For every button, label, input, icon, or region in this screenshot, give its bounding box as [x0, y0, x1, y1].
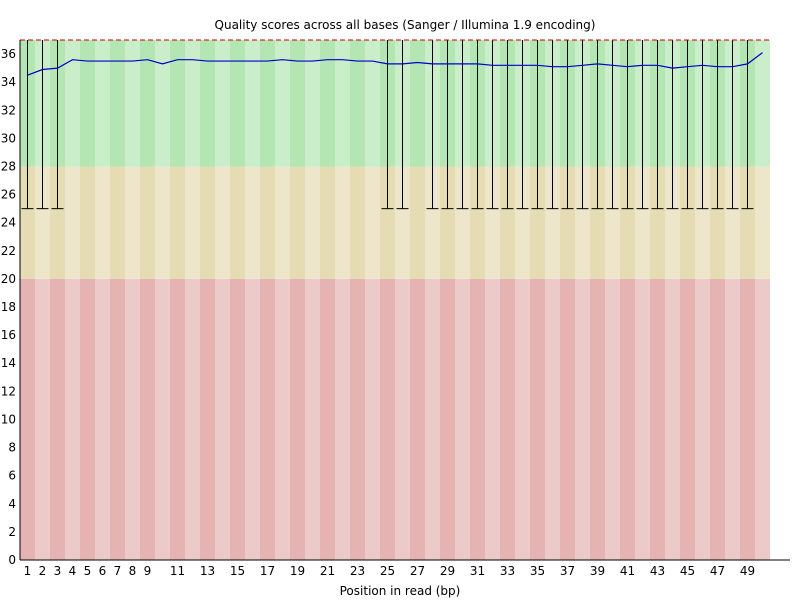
x-tick-label: 29 — [440, 564, 455, 578]
quality-zone-1 — [20, 166, 770, 279]
x-tick-label: 31 — [470, 564, 485, 578]
x-tick-label: 21 — [320, 564, 335, 578]
y-tick-label: 22 — [1, 244, 16, 258]
y-tick-label: 18 — [1, 300, 16, 314]
y-tick-label: 10 — [1, 412, 16, 426]
y-tick-label: 4 — [8, 497, 16, 511]
chart-title: Quality scores across all bases (Sanger … — [215, 18, 596, 32]
column-stripe — [725, 40, 740, 560]
column-stripe — [245, 40, 260, 560]
x-tick-label: 37 — [560, 564, 575, 578]
x-axis-label: Position in read (bp) — [340, 584, 461, 598]
x-tick-label: 47 — [710, 564, 725, 578]
y-tick-label: 0 — [8, 553, 16, 567]
x-tick-label: 9 — [144, 564, 152, 578]
column-stripe — [335, 40, 350, 560]
column-stripe — [95, 40, 110, 560]
x-tick-label: 23 — [350, 564, 365, 578]
x-tick-label: 13 — [200, 564, 215, 578]
y-tick-label: 8 — [8, 441, 16, 455]
column-stripe — [365, 40, 380, 560]
y-tick-label: 14 — [1, 356, 16, 370]
y-tick-label: 28 — [1, 159, 16, 173]
column-stripe — [455, 40, 470, 560]
column-stripe — [215, 40, 230, 560]
y-tick-label: 2 — [8, 525, 16, 539]
y-tick-label: 16 — [1, 328, 16, 342]
plot-background — [20, 40, 770, 560]
column-stripe — [395, 40, 410, 560]
column-stripe — [155, 40, 170, 560]
y-tick-label: 30 — [1, 131, 16, 145]
x-tick-label: 8 — [129, 564, 137, 578]
column-stripe — [635, 40, 650, 560]
column-stripe — [65, 40, 80, 560]
column-stripe — [665, 40, 680, 560]
column-stripe — [485, 40, 500, 560]
y-tick-label: 32 — [1, 103, 16, 117]
x-tick-label: 19 — [290, 564, 305, 578]
x-tick-label: 25 — [380, 564, 395, 578]
column-stripe — [275, 40, 290, 560]
x-tick-label: 43 — [650, 564, 665, 578]
y-tick-label: 34 — [1, 75, 16, 89]
column-stripe — [695, 40, 710, 560]
x-tick-label: 17 — [260, 564, 275, 578]
x-tick-label: 41 — [620, 564, 635, 578]
x-tick-label: 6 — [99, 564, 107, 578]
y-tick-label: 36 — [1, 47, 16, 61]
quality-zone-0 — [20, 40, 770, 167]
x-tick-label: 15 — [230, 564, 245, 578]
y-tick-label: 20 — [1, 272, 16, 286]
x-tick-label: 4 — [69, 564, 77, 578]
column-stripe — [425, 40, 440, 560]
column-stripe — [515, 40, 530, 560]
y-tick-label: 6 — [8, 469, 16, 483]
column-stripe — [545, 40, 560, 560]
x-tick-label: 11 — [170, 564, 185, 578]
x-tick-label: 39 — [590, 564, 605, 578]
column-stripe — [305, 40, 320, 560]
column-stripe — [125, 40, 140, 560]
y-tick-label: 12 — [1, 384, 16, 398]
x-tick-label: 45 — [680, 564, 695, 578]
x-tick-label: 33 — [500, 564, 515, 578]
column-stripe — [185, 40, 200, 560]
y-tick-label: 24 — [1, 216, 16, 230]
x-tick-label: 35 — [530, 564, 545, 578]
quality-zone-2 — [20, 278, 770, 560]
x-tick-label: 27 — [410, 564, 425, 578]
x-tick-label: 3 — [54, 564, 62, 578]
y-tick-label: 26 — [1, 188, 16, 202]
x-tick-label: 2 — [39, 564, 47, 578]
mean-line — [27, 52, 763, 76]
x-tick-label: 1 — [24, 564, 32, 578]
plot-marks — [20, 39, 770, 210]
column-stripe — [35, 40, 50, 560]
column-stripe — [605, 40, 620, 560]
column-stripe — [755, 40, 770, 560]
column-stripe — [575, 40, 590, 560]
x-tick-label: 49 — [740, 564, 755, 578]
x-tick-label: 5 — [84, 564, 92, 578]
x-tick-label: 7 — [114, 564, 122, 578]
